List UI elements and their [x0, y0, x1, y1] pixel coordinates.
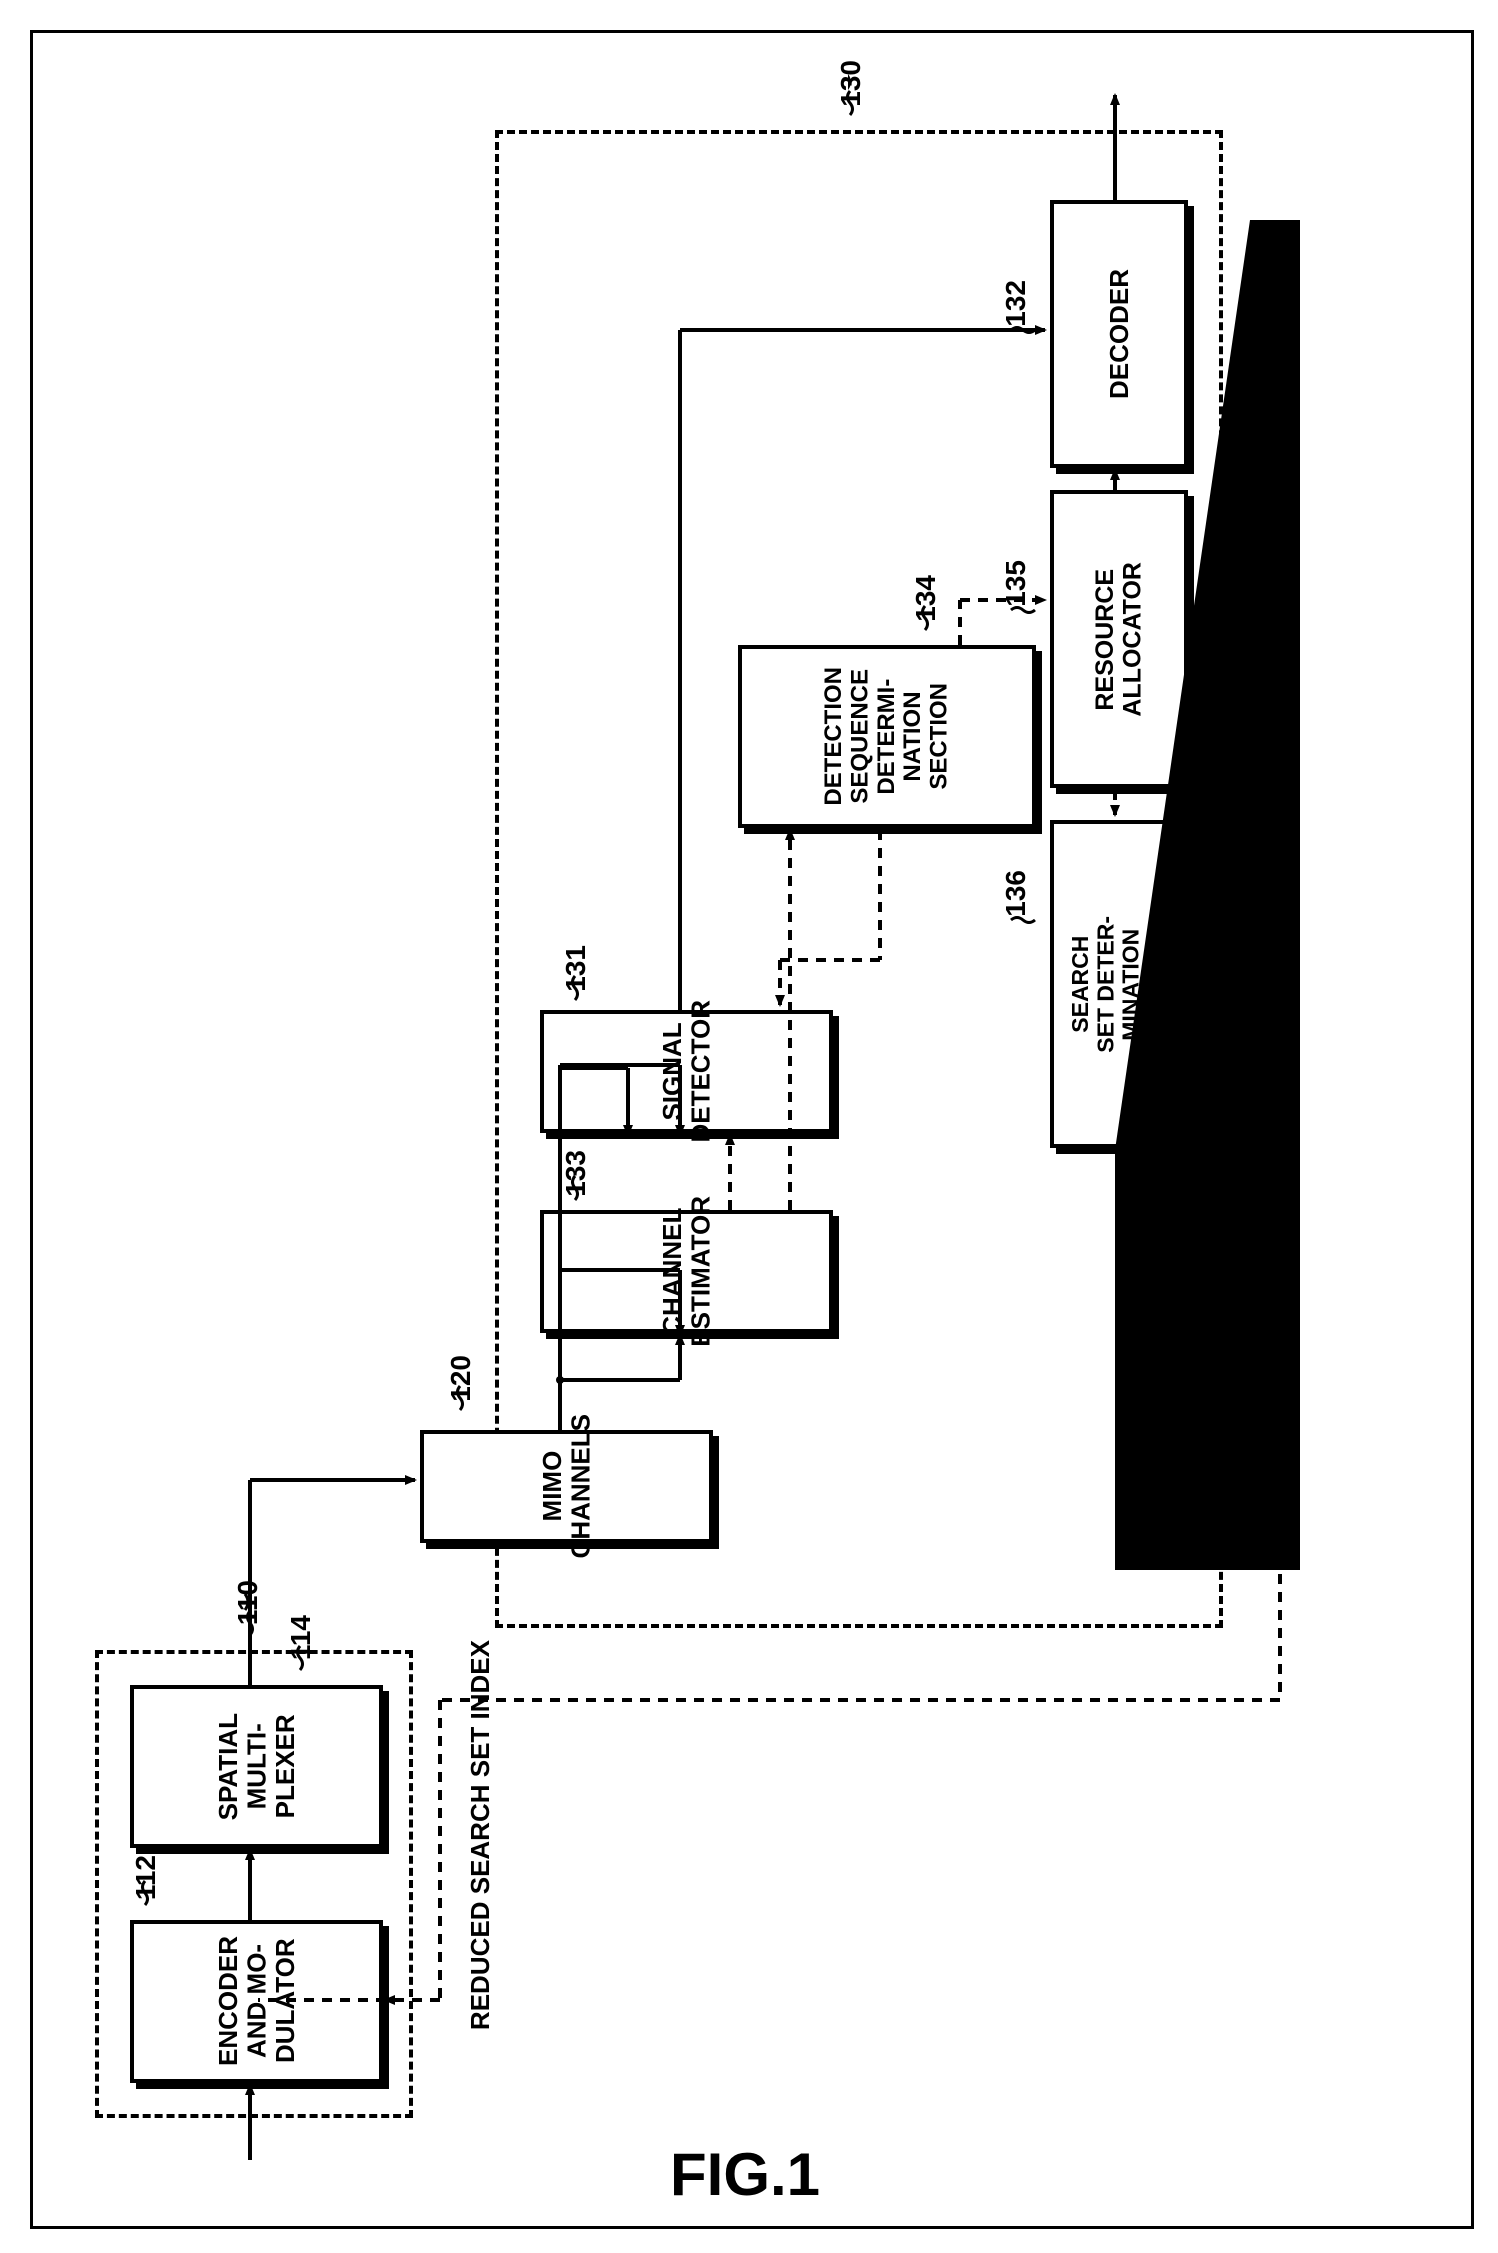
transmitter-group-label: 110	[232, 1580, 264, 1625]
signal-detector-text: SIGNAL DETECTOR	[658, 1000, 715, 1143]
encoder-modulator-block: ENCODER AND MO- DULATOR	[130, 1920, 383, 2083]
figure-container: 110 130 ENCODER AND MO- DULATOR 112 SPAT…	[0, 0, 1498, 2253]
detection-seq-block: DETECTION SEQUENCE DETERMI- NATION SECTI…	[738, 645, 1036, 828]
detection-seq-num: 134	[910, 575, 942, 622]
channel-estimator-text: CHANNEL ESTIMATOR	[658, 1196, 715, 1347]
detection-seq-text: DETECTION SEQUENCE DETERMI- NATION SECTI…	[821, 667, 953, 806]
signal-detector-num: 131	[560, 945, 592, 992]
resource-allocator-text: RESOURCE ALLOCATOR	[1092, 562, 1147, 717]
mimo-channels-num: 120	[445, 1355, 477, 1402]
feedback-label: REDUCED SEARCH SET INDEX	[465, 1640, 496, 2030]
searchset-text: SEARCH SET DETER- MINATION SECTION	[1068, 916, 1169, 1053]
spatial-mux-block: SPATIAL MULTI- PLEXER	[130, 1685, 383, 1848]
spatial-mux-text: SPATIAL MULTI- PLEXER	[214, 1713, 300, 1820]
signal-detector-block: SIGNAL DETECTOR	[540, 1010, 833, 1133]
decoder-block: DECODER	[1050, 200, 1188, 468]
encoder-modulator-text: ENCODER AND MO- DULATOR	[214, 1936, 300, 2066]
channel-estimator-num: 133	[560, 1150, 592, 1197]
decoder-text: DECODER	[1105, 269, 1134, 399]
searchset-block: SEARCH SET DETER- MINATION SECTION	[1050, 820, 1188, 1148]
channel-estimator-block: CHANNEL ESTIMATOR	[540, 1210, 833, 1333]
searchset-num: 136	[1000, 870, 1032, 917]
decoder-num: 132	[1000, 280, 1032, 327]
figure-caption: FIG.1	[670, 2140, 820, 2209]
encoder-modulator-num: 112	[130, 1855, 162, 1900]
mimo-channels-text: MIMO CHANNELS	[538, 1414, 595, 1558]
receiver-group-label: 130	[835, 60, 867, 107]
spatial-mux-num: 114	[285, 1615, 317, 1660]
resource-allocator-block: RESOURCE ALLOCATOR	[1050, 490, 1188, 788]
mimo-channels-block: MIMO CHANNELS	[420, 1430, 713, 1543]
resource-allocator-num: 135	[1000, 560, 1032, 607]
